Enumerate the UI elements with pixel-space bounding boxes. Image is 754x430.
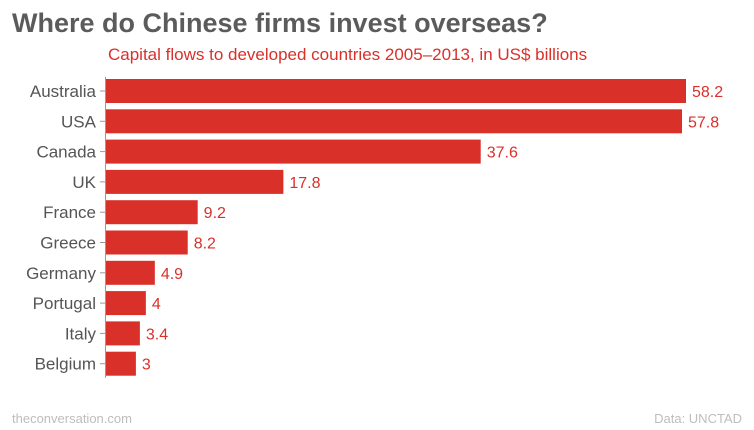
category-label: UK (72, 173, 96, 192)
value-label: 57.8 (688, 114, 719, 131)
category-label: Italy (65, 324, 97, 343)
bar (106, 291, 146, 316)
bar (106, 351, 136, 376)
value-label: 3 (142, 357, 151, 374)
value-label: 4 (152, 296, 161, 313)
category-label: Greece (40, 234, 96, 253)
bar (106, 169, 284, 194)
category-label: Portugal (33, 294, 96, 313)
value-label: 8.2 (194, 236, 216, 253)
footer-data-source: Data: UNCTAD (654, 411, 742, 426)
footer-source-site: theconversation.com (12, 411, 132, 426)
value-label: 37.6 (487, 145, 518, 162)
bar (106, 321, 140, 346)
category-label: Belgium (35, 355, 96, 374)
category-label: France (43, 203, 96, 222)
category-label: Germany (26, 264, 96, 283)
category-label: Australia (30, 82, 97, 101)
bar (106, 79, 686, 103)
bar (106, 139, 481, 164)
bar (106, 200, 198, 225)
category-label: Canada (36, 143, 96, 162)
value-label: 4.9 (161, 266, 183, 283)
value-label: 58.2 (692, 84, 723, 101)
bar (106, 109, 683, 134)
value-label: 17.8 (289, 175, 320, 192)
category-label: USA (61, 112, 97, 131)
value-label: 9.2 (204, 205, 226, 222)
chart-title: Where do Chinese firms invest overseas? (12, 8, 548, 38)
value-label: 3.4 (146, 326, 168, 343)
bar (106, 230, 188, 255)
chart-subtitle: Capital flows to developed countries 200… (108, 45, 588, 64)
bar (106, 260, 155, 285)
